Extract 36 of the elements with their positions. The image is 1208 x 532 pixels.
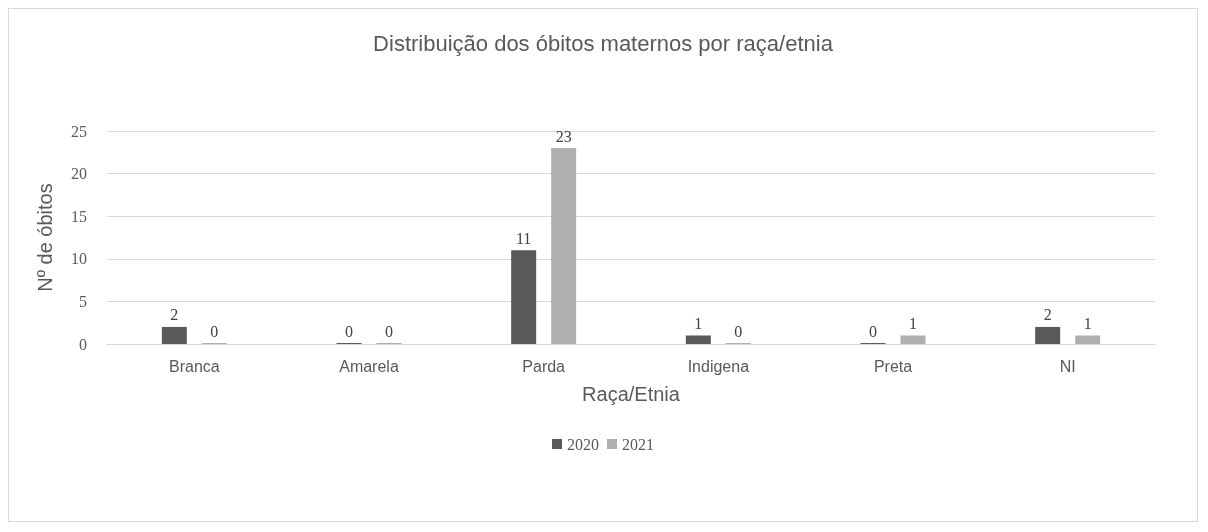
data-label: 1 [909, 314, 917, 332]
x-tick-label: NI [1059, 357, 1076, 375]
data-label: 0 [345, 322, 353, 340]
x-tick-label: Branca [168, 357, 220, 375]
data-label: 0 [869, 322, 877, 340]
data-label: 0 [734, 322, 743, 340]
data-label: 23 [555, 127, 572, 145]
bar [161, 326, 187, 344]
x-tick-label: Preta [873, 357, 913, 375]
legend-label: 2021 [622, 435, 654, 453]
bar [551, 148, 577, 344]
x-axis-title: Raça/Etnia [582, 383, 681, 405]
bar [900, 335, 926, 344]
bar [685, 335, 711, 344]
data-label: 0 [385, 322, 393, 340]
chart-title: Distribuição dos óbitos maternos por raça/etnia [373, 30, 834, 56]
data-label: 1 [1083, 314, 1092, 332]
x-tick-label: Indigena [687, 357, 750, 375]
data-label: 2 [170, 306, 179, 324]
y-tick-label: 0 [79, 335, 87, 353]
bar [1075, 335, 1101, 344]
legend-label: 2020 [567, 435, 599, 453]
bar [511, 250, 537, 344]
y-tick-label: 10 [71, 250, 87, 268]
data-label: 2 [1043, 306, 1052, 324]
data-label: 11 [515, 229, 532, 247]
x-tick-label: Parda [522, 357, 566, 375]
y-axis-title: Nº de óbitos [34, 183, 56, 292]
y-tick-label: 25 [71, 122, 87, 140]
y-tick-label: 20 [71, 165, 87, 183]
data-label: 0 [210, 322, 219, 340]
y-tick-label: 5 [79, 292, 87, 310]
x-tick-label: Amarela [339, 357, 399, 375]
bar [1035, 326, 1061, 344]
y-tick-label: 15 [71, 207, 87, 225]
data-label: 1 [694, 314, 703, 332]
